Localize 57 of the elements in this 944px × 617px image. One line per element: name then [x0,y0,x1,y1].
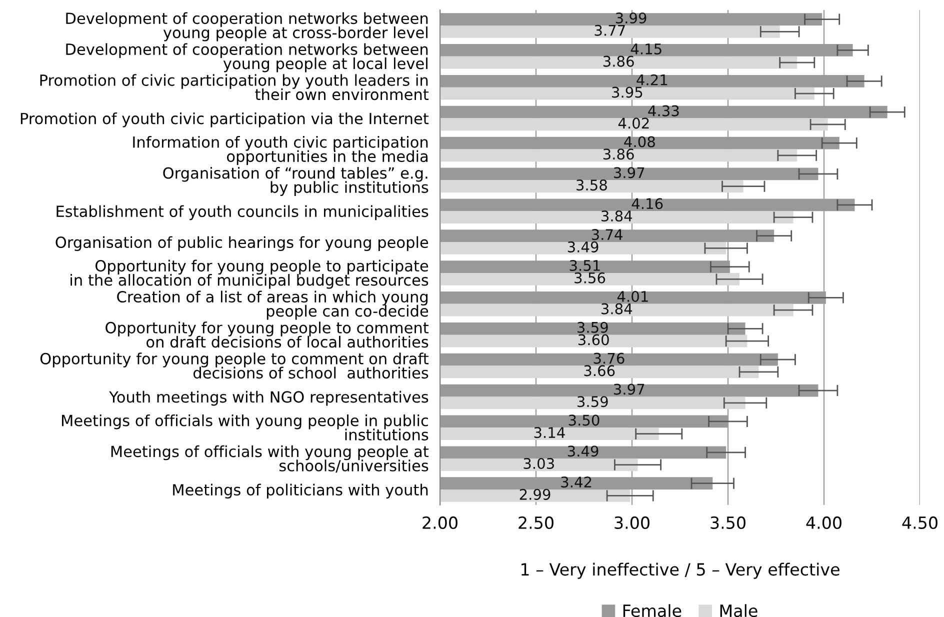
data-label: 3.74 [592,229,622,240]
data-label: 4.08 [624,136,655,148]
data-label: 4.33 [648,105,679,116]
y-tick-label: Youth meetings with NGO representatives [109,390,428,406]
data-label: 3.50 [568,414,600,426]
data-label: 3.49 [568,241,598,252]
data-label: 3.03 [524,458,554,470]
data-label: 3.59 [578,396,608,408]
data-label: 4.21 [636,74,668,86]
data-label: 3.59 [578,322,608,333]
x-tick-label: 3.50 [710,516,746,530]
y-tick-label: Opportunity for young people to comment on draft decisions of school authorities [40,352,429,379]
data-label: 3.99 [616,12,646,24]
data-label: 3.84 [602,210,632,222]
data-label: 4.02 [618,118,649,129]
data-label: 3.58 [576,180,607,191]
x-axis-title: 1 – Very ineffective / 5 – Very effective [522,562,840,579]
legend-label: Female [623,604,682,617]
data-label: 3.86 [603,56,634,67]
y-tick-label: Opportunity for young people to participate in the allocation of municipal budget resources [70,260,428,289]
y-tick-label: Meetings of officials with young people in public institutions [62,414,428,440]
y-tick-label: Development of cooperation networks between young people at local level [66,43,428,72]
data-label: 3.95 [612,86,642,98]
data-label: 3.97 [614,384,644,395]
y-tick-label: Promotion of civic participation by youth leaders in their own environment [40,74,429,100]
y-tick-label: Information of youth civic participation opportunities in the media [133,136,428,166]
y-tick-label: Meetings of politicians with youth [173,484,428,499]
data-label: 3.86 [603,148,634,160]
y-tick-label: Organisation of “round tables” e.g. by public institutions [163,166,428,196]
data-label: 3.97 [614,167,644,178]
x-tick-label: 4.50 [902,516,938,530]
data-label: 3.66 [584,365,615,376]
data-label: 3.84 [602,303,632,314]
y-tick-label: Organisation of public hearings for young people [56,236,428,252]
y-tick-label: Opportunity for young people to comment on draft decisions of local authorities [106,322,429,348]
y-tick-label: Establishment of youth councils in municipalities [56,205,428,220]
legend-label: Male [720,604,758,617]
x-tick-label: 3.00 [614,516,650,530]
y-tick-label: Development of cooperation networks between young people at cross-border level [66,12,428,42]
data-label: 4.15 [630,44,662,54]
data-label: 4.16 [632,198,663,210]
y-tick-label: Promotion of youth civic participation via the Internet [20,112,429,128]
data-label: 3.56 [574,272,606,284]
data-label: 3.49 [568,446,598,457]
data-label: 3.76 [594,352,624,364]
y-tick-label: Creation of a list of areas in which young people can co-decide [117,290,428,320]
x-tick-label: 2.50 [518,516,554,530]
data-label: 3.77 [594,24,625,36]
x-tick-label: 4.00 [806,516,842,530]
data-label: 2.99 [520,488,550,500]
data-label: 3.60 [578,334,609,346]
data-label: 3.51 [570,260,600,272]
data-label: 3.14 [534,427,565,438]
x-tick-label: 2.00 [422,516,458,530]
data-label: 3.42 [561,476,592,488]
data-label: 4.01 [617,290,648,302]
y-tick-label: Meetings of officials with young people at schools/universities [111,445,429,473]
